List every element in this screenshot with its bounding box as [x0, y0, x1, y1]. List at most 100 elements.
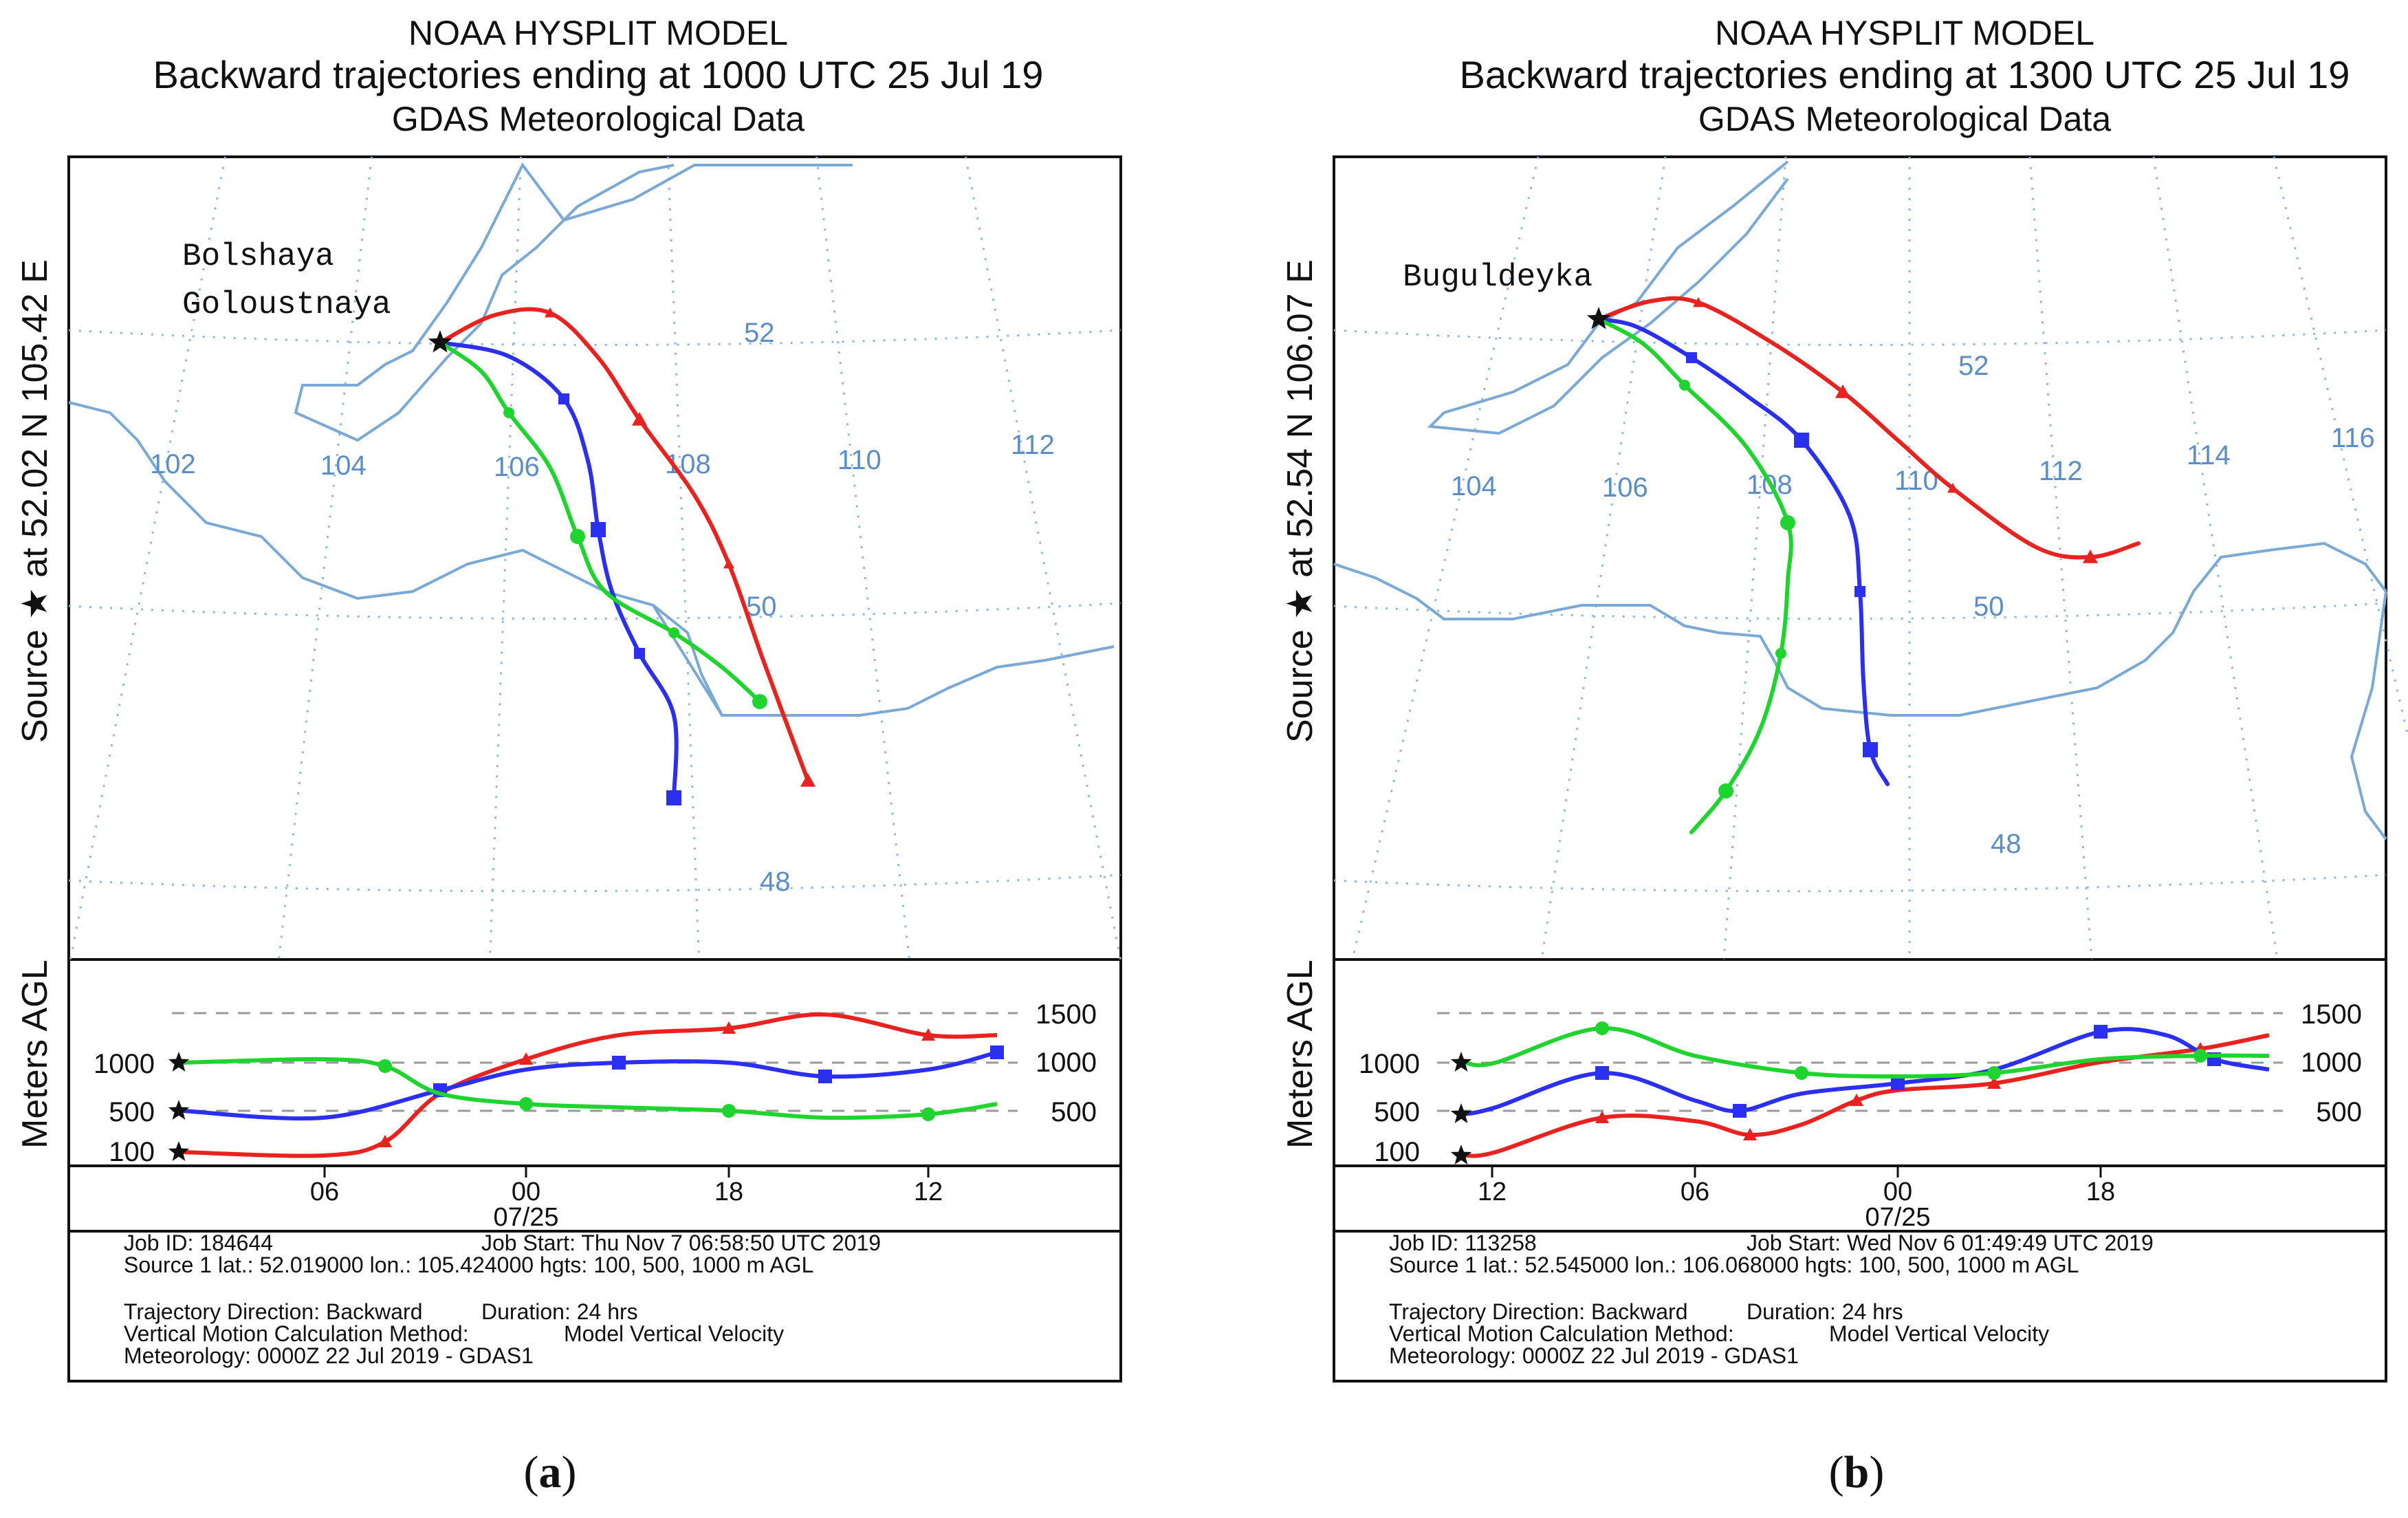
- height-marker: [2094, 1025, 2108, 1039]
- height-line: [1464, 1026, 2270, 1079]
- site-name-label: Goloustnaya: [182, 287, 391, 323]
- chart-title: NOAA HYSPLIT MODEL: [1715, 14, 2094, 52]
- height-tick-left: 100: [109, 1137, 155, 1167]
- latitude-gridline: [68, 602, 1121, 620]
- trajectory-marker: [1718, 783, 1733, 799]
- height-marker: [722, 1104, 736, 1118]
- panel-caption: (b): [1829, 1447, 1885, 1497]
- trajectory-line: [438, 307, 810, 783]
- trajectory-marker: [1679, 380, 1690, 391]
- height-marker: [1891, 1076, 1905, 1090]
- trajectory-marker: [1835, 384, 1850, 398]
- trajectory-marker: [632, 412, 647, 426]
- height-tick-right: 1500: [2301, 999, 2362, 1030]
- boundary-line: [2350, 591, 2387, 841]
- time-tick-label: 12: [1478, 1178, 1507, 1206]
- time-tick-label: 06: [310, 1178, 339, 1206]
- height-marker: [722, 1021, 736, 1034]
- site-name-label: Buguldeyka: [1403, 259, 1592, 295]
- latitude-gridline: [68, 874, 1121, 893]
- height-marker: [1595, 1021, 1609, 1035]
- latitude-gridline: [1333, 329, 2387, 346]
- vertical-method-label: Vertical Motion Calculation Method:: [124, 1321, 469, 1346]
- map-grid: [68, 156, 1121, 960]
- longitude-label: 112: [2039, 456, 2083, 486]
- height-series: [168, 1052, 998, 1121]
- height-tick-right: 1500: [1036, 999, 1097, 1030]
- trajectory-marker: [1947, 483, 1958, 493]
- trajectory-marker: [1686, 352, 1697, 363]
- duration: Duration: 24 hrs: [481, 1299, 638, 1324]
- trajectory-marker: [800, 773, 816, 787]
- trajectory-series: [438, 307, 816, 787]
- longitude-gridline: [2152, 156, 2279, 960]
- time-axis: 06 00 18 12 07/25: [310, 1166, 943, 1232]
- date-label: 07/25: [493, 1203, 558, 1232]
- caption-open-paren: (: [524, 1447, 539, 1497]
- time-tick-label: 18: [2086, 1178, 2115, 1206]
- trajectory-direction: Trajectory Direction: Backward: [124, 1299, 423, 1324]
- height-marker: [1987, 1066, 2001, 1080]
- latitude-gridline: [1333, 874, 2387, 893]
- longitude-label: 114: [2187, 440, 2231, 470]
- height-tick-right: 500: [1051, 1097, 1097, 1127]
- height-tick-left: 500: [109, 1097, 155, 1127]
- height-tick-right: 500: [2316, 1097, 2362, 1127]
- trajectory-series: [1597, 317, 1795, 834]
- latitude-label: 52: [1958, 351, 1989, 381]
- time-tick-label: 06: [1681, 1178, 1709, 1206]
- height-marker: [1733, 1104, 1747, 1118]
- latitude-label: 52: [744, 318, 775, 348]
- longitude-label: 104: [320, 451, 366, 481]
- trajectory-marker: [545, 307, 556, 318]
- longitude-label: 112: [1011, 430, 1055, 460]
- latitude-label: 48: [760, 867, 791, 897]
- trajectory-marker: [723, 559, 734, 569]
- trajectory-marker: [1854, 586, 1865, 597]
- trajectory-marker: [558, 393, 569, 404]
- longitude-label: 102: [150, 449, 196, 479]
- height-line: [182, 1056, 998, 1120]
- panel-caption: (a): [524, 1447, 577, 1497]
- height-tick-left: 1000: [1359, 1049, 1420, 1079]
- height-marker: [1743, 1128, 1757, 1140]
- height-panel: Meters AGL 1000 500 100 1500 1000 500: [15, 959, 1097, 1167]
- map-boundaries: [68, 162, 1115, 717]
- map-boundaries: [1333, 160, 2387, 841]
- height-marker: [990, 1045, 1004, 1059]
- trajectory-marker: [1794, 433, 1809, 448]
- longitude-gridline: [965, 156, 1121, 960]
- longitude-gridline: [2273, 156, 2408, 741]
- site-name-label: Bolshaya: [182, 239, 334, 274]
- date-label: 07/25: [1865, 1203, 1930, 1232]
- height-marker: [921, 1028, 935, 1041]
- data-source-label: GDAS Meteorological Data: [1698, 100, 2111, 138]
- height-marker: [378, 1135, 392, 1147]
- source-info: Source 1 lat.: 52.545000 lon.: 106.06800…: [1389, 1253, 2079, 1277]
- longitude-label: 106: [1602, 473, 1648, 503]
- chart-title: NOAA HYSPLIT MODEL: [408, 14, 788, 52]
- trajectory-marker: [1780, 515, 1795, 530]
- height-panel: Meters AGL 1000 500 100 1500 1000 500: [1280, 959, 2362, 1167]
- latitude-label: 50: [746, 592, 777, 622]
- longitude-gridline: [667, 156, 700, 960]
- time-tick-label: 00: [512, 1178, 540, 1206]
- height-axis-label: Meters AGL: [1280, 959, 1320, 1149]
- caption-letter: a: [539, 1447, 562, 1497]
- height-axis-label: Meters AGL: [15, 959, 55, 1149]
- height-series: [1450, 1021, 2270, 1080]
- height-tick-left: 100: [1374, 1137, 1420, 1167]
- trajectory-series: [1597, 317, 1890, 786]
- trajectory-line: [438, 340, 679, 800]
- height-marker: [378, 1059, 392, 1073]
- trajectory-series: [438, 340, 681, 805]
- trajectory-marker: [503, 407, 514, 418]
- latitude-gridline: [68, 329, 1121, 346]
- vertical-method-label: Vertical Motion Calculation Method:: [1389, 1321, 1734, 1346]
- data-source-label: GDAS Meteorological Data: [392, 100, 805, 138]
- source-side-label: Source ★ at 52.02 N 105.42 E: [15, 259, 55, 743]
- height-line: [182, 1050, 998, 1121]
- longitude-gridline: [2028, 156, 2093, 960]
